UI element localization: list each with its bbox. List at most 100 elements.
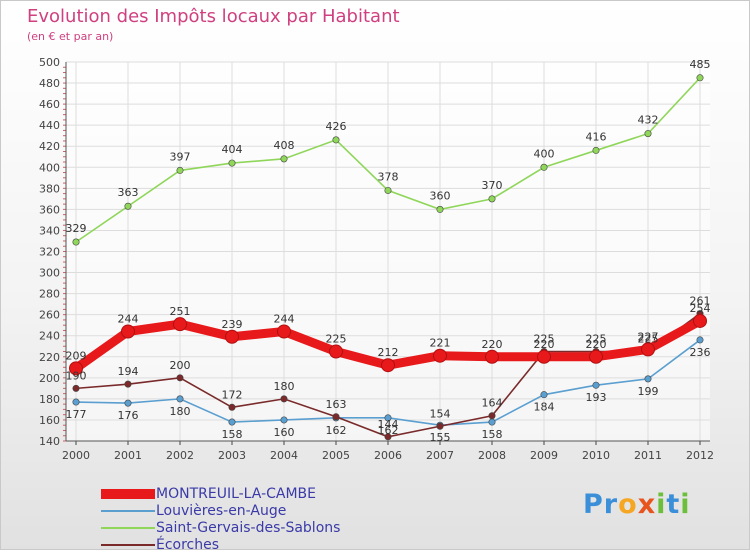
data-label: 400 <box>534 147 555 160</box>
data-label: 180 <box>170 405 191 418</box>
y-tick-label: 240 <box>39 330 60 343</box>
y-tick-label: 460 <box>39 98 60 111</box>
data-label: 225 <box>534 333 555 346</box>
y-tick-label: 500 <box>39 56 60 69</box>
legend-swatch <box>101 527 155 529</box>
data-label: 160 <box>274 426 295 439</box>
data-point <box>488 412 496 420</box>
data-label: 397 <box>170 150 191 163</box>
proxiti-logo: Proxiti <box>583 489 691 520</box>
data-point <box>384 186 392 194</box>
data-point <box>280 416 288 424</box>
data-label: 193 <box>586 391 607 404</box>
data-point <box>488 418 496 426</box>
legend-label: Saint-Gervais-des-Sablons <box>156 520 341 536</box>
data-point <box>641 342 655 357</box>
data-label: 254 <box>690 302 711 315</box>
data-label: 200 <box>170 359 191 372</box>
data-point <box>696 74 704 82</box>
logo-letter: x <box>637 489 657 520</box>
data-label: 158 <box>222 428 243 441</box>
data-point <box>225 329 239 344</box>
data-point <box>329 344 343 359</box>
legend-label: Louvières-en-Auge <box>156 503 287 519</box>
data-point <box>228 403 236 411</box>
data-point <box>280 155 288 163</box>
logo-letter: o <box>618 489 638 520</box>
data-point <box>124 202 132 210</box>
data-label: 239 <box>222 318 243 331</box>
data-label: 236 <box>690 346 711 359</box>
data-label: 408 <box>274 139 295 152</box>
data-label: 190 <box>66 369 87 382</box>
series-2 <box>72 74 704 246</box>
chart-title: Evolution des Impôts locaux par Habitant <box>27 6 400 27</box>
x-tick-label: 2009 <box>530 449 558 462</box>
y-tick-label: 340 <box>39 224 60 237</box>
data-point <box>384 433 392 441</box>
data-label: 163 <box>326 398 347 411</box>
data-label: 370 <box>482 179 503 192</box>
data-point <box>72 384 80 392</box>
y-tick-label: 180 <box>39 393 60 406</box>
y-tick-label: 380 <box>39 182 60 195</box>
data-label: 162 <box>326 424 347 437</box>
data-label: 162 <box>378 424 399 437</box>
x-tick-label: 2011 <box>634 449 662 462</box>
data-point <box>592 146 600 154</box>
data-label: 426 <box>326 120 347 133</box>
data-point <box>124 380 132 388</box>
data-label: 220 <box>534 338 555 351</box>
data-point <box>696 336 704 344</box>
logo-letter: i <box>656 489 667 520</box>
y-tick-label: 140 <box>39 435 60 448</box>
data-label: 155 <box>430 431 451 444</box>
data-label: 485 <box>690 58 711 71</box>
y-tick-label: 360 <box>39 203 60 216</box>
x-tick-label: 2010 <box>582 449 610 462</box>
y-tick-label: 400 <box>39 161 60 174</box>
data-label: 176 <box>118 409 139 422</box>
data-point <box>176 395 184 403</box>
data-label: 329 <box>66 222 87 235</box>
data-label: 164 <box>482 397 503 410</box>
x-tick-label: 2005 <box>322 449 350 462</box>
data-label: 404 <box>222 143 243 156</box>
data-point <box>589 349 603 364</box>
legend-label: MONTREUIL-LA-CAMBE <box>156 486 317 502</box>
data-point <box>540 391 548 399</box>
legend-swatch <box>101 544 155 546</box>
data-point <box>228 159 236 167</box>
x-tick-label: 2006 <box>374 449 402 462</box>
data-point <box>644 130 652 138</box>
y-tick-label: 220 <box>39 351 60 364</box>
data-label: 220 <box>586 338 607 351</box>
data-label: 244 <box>118 313 139 326</box>
data-label: 212 <box>378 346 399 359</box>
y-tick-label: 480 <box>39 77 60 90</box>
y-tick-label: 440 <box>39 119 60 132</box>
data-point <box>124 399 132 407</box>
logo-letter: r <box>603 489 619 520</box>
y-tick-label: 160 <box>39 414 60 427</box>
data-point <box>693 313 707 328</box>
data-point <box>436 422 444 430</box>
data-point <box>176 166 184 174</box>
data-point <box>176 374 184 382</box>
data-point <box>69 361 83 376</box>
data-label: 184 <box>534 401 555 414</box>
y-tick-label: 420 <box>39 140 60 153</box>
data-point <box>436 205 444 213</box>
data-point <box>173 317 187 332</box>
data-label: 199 <box>638 385 659 398</box>
data-point <box>537 349 551 364</box>
data-label: 144 <box>378 418 399 431</box>
x-tick-label: 2008 <box>478 449 506 462</box>
data-point <box>384 414 392 422</box>
x-tick-label: 2007 <box>426 449 454 462</box>
data-label: 244 <box>274 313 295 326</box>
y-tick-label: 280 <box>39 288 60 301</box>
data-label: 177 <box>66 408 87 421</box>
